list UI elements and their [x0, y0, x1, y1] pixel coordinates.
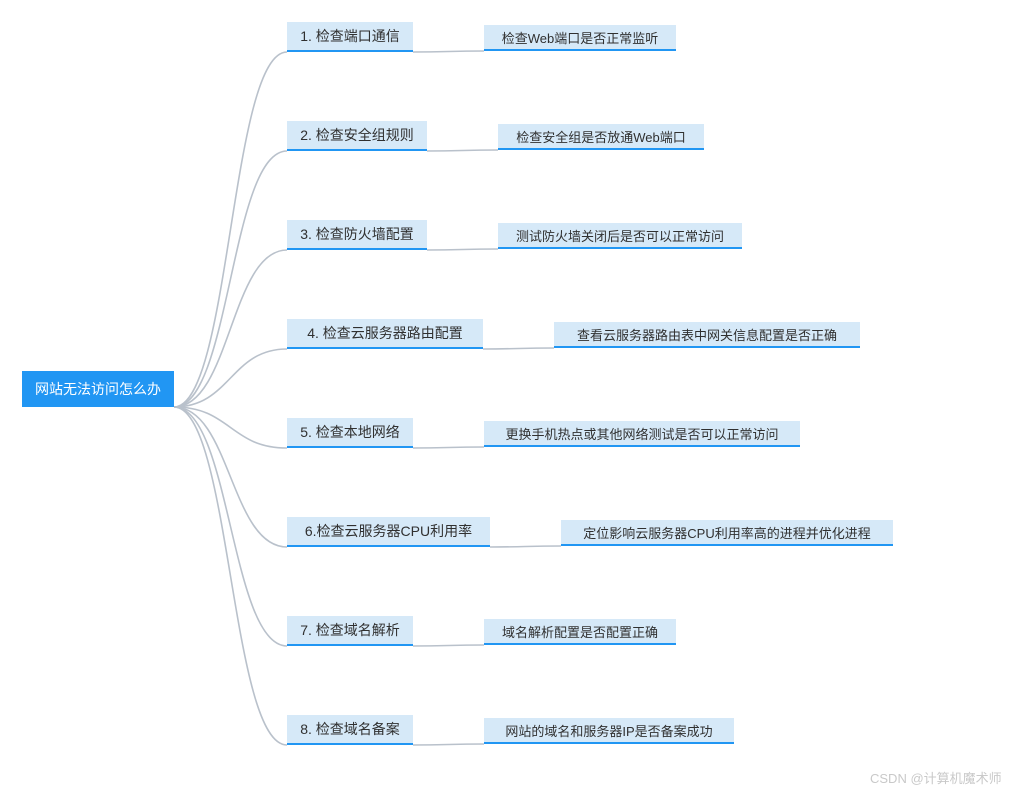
step-node-1-label: 1. 检查端口通信	[300, 26, 400, 46]
connector-path	[413, 447, 484, 448]
step-node-2: 2. 检查安全组规则	[287, 121, 427, 151]
step-node-8-label: 8. 检查域名备案	[300, 719, 400, 739]
detail-node-3: 测试防火墙关闭后是否可以正常访问	[498, 223, 742, 249]
connector-path	[413, 744, 484, 745]
step-node-5-label: 5. 检查本地网络	[300, 422, 400, 442]
step-node-3-label: 3. 检查防火墙配置	[300, 224, 414, 244]
connector-path	[427, 150, 498, 151]
step-node-7: 7. 检查域名解析	[287, 616, 413, 646]
detail-node-2: 检查安全组是否放通Web端口	[498, 124, 704, 150]
connector-path	[174, 52, 287, 407]
root-node-label: 网站无法访问怎么办	[35, 379, 161, 399]
step-node-5: 5. 检查本地网络	[287, 418, 413, 448]
connector-path	[174, 250, 287, 407]
detail-node-8-label: 网站的域名和服务器IP是否备案成功	[505, 721, 712, 740]
connector-path	[174, 407, 287, 547]
detail-node-2-label: 检查安全组是否放通Web端口	[516, 127, 686, 146]
connector-path	[174, 407, 287, 448]
connector-path	[174, 407, 287, 745]
connector-path	[174, 407, 287, 646]
detail-node-1-label: 检查Web端口是否正常监听	[502, 28, 659, 47]
detail-node-8: 网站的域名和服务器IP是否备案成功	[484, 718, 734, 744]
connector-path	[490, 546, 561, 547]
watermark-text: CSDN @计算机魔术师	[870, 768, 1002, 787]
connector-path	[174, 151, 287, 407]
step-node-4-label: 4. 检查云服务器路由配置	[307, 323, 463, 343]
detail-node-4: 查看云服务器路由表中网关信息配置是否正确	[554, 322, 860, 348]
step-node-3: 3. 检查防火墙配置	[287, 220, 427, 250]
connector-path	[413, 51, 484, 52]
step-node-2-label: 2. 检查安全组规则	[300, 125, 414, 145]
connector-path	[413, 645, 484, 646]
detail-node-6-label: 定位影响云服务器CPU利用率高的进程并优化进程	[583, 523, 870, 542]
step-node-6-label: 6.检查云服务器CPU利用率	[305, 521, 472, 541]
detail-node-7-label: 域名解析配置是否配置正确	[502, 622, 658, 641]
connector-path	[174, 349, 287, 407]
detail-node-7: 域名解析配置是否配置正确	[484, 619, 676, 645]
step-node-4: 4. 检查云服务器路由配置	[287, 319, 483, 349]
detail-node-6: 定位影响云服务器CPU利用率高的进程并优化进程	[561, 520, 893, 546]
detail-node-1: 检查Web端口是否正常监听	[484, 25, 676, 51]
step-node-7-label: 7. 检查域名解析	[300, 620, 400, 640]
detail-node-5: 更换手机热点或其他网络测试是否可以正常访问	[484, 421, 800, 447]
detail-node-4-label: 查看云服务器路由表中网关信息配置是否正确	[577, 325, 837, 344]
connector-path	[483, 348, 554, 349]
step-node-8: 8. 检查域名备案	[287, 715, 413, 745]
detail-node-3-label: 测试防火墙关闭后是否可以正常访问	[516, 226, 724, 245]
detail-node-5-label: 更换手机热点或其他网络测试是否可以正常访问	[505, 424, 778, 443]
step-node-1: 1. 检查端口通信	[287, 22, 413, 52]
root-node: 网站无法访问怎么办	[22, 371, 174, 407]
connector-path	[427, 249, 498, 250]
step-node-6: 6.检查云服务器CPU利用率	[287, 517, 490, 547]
